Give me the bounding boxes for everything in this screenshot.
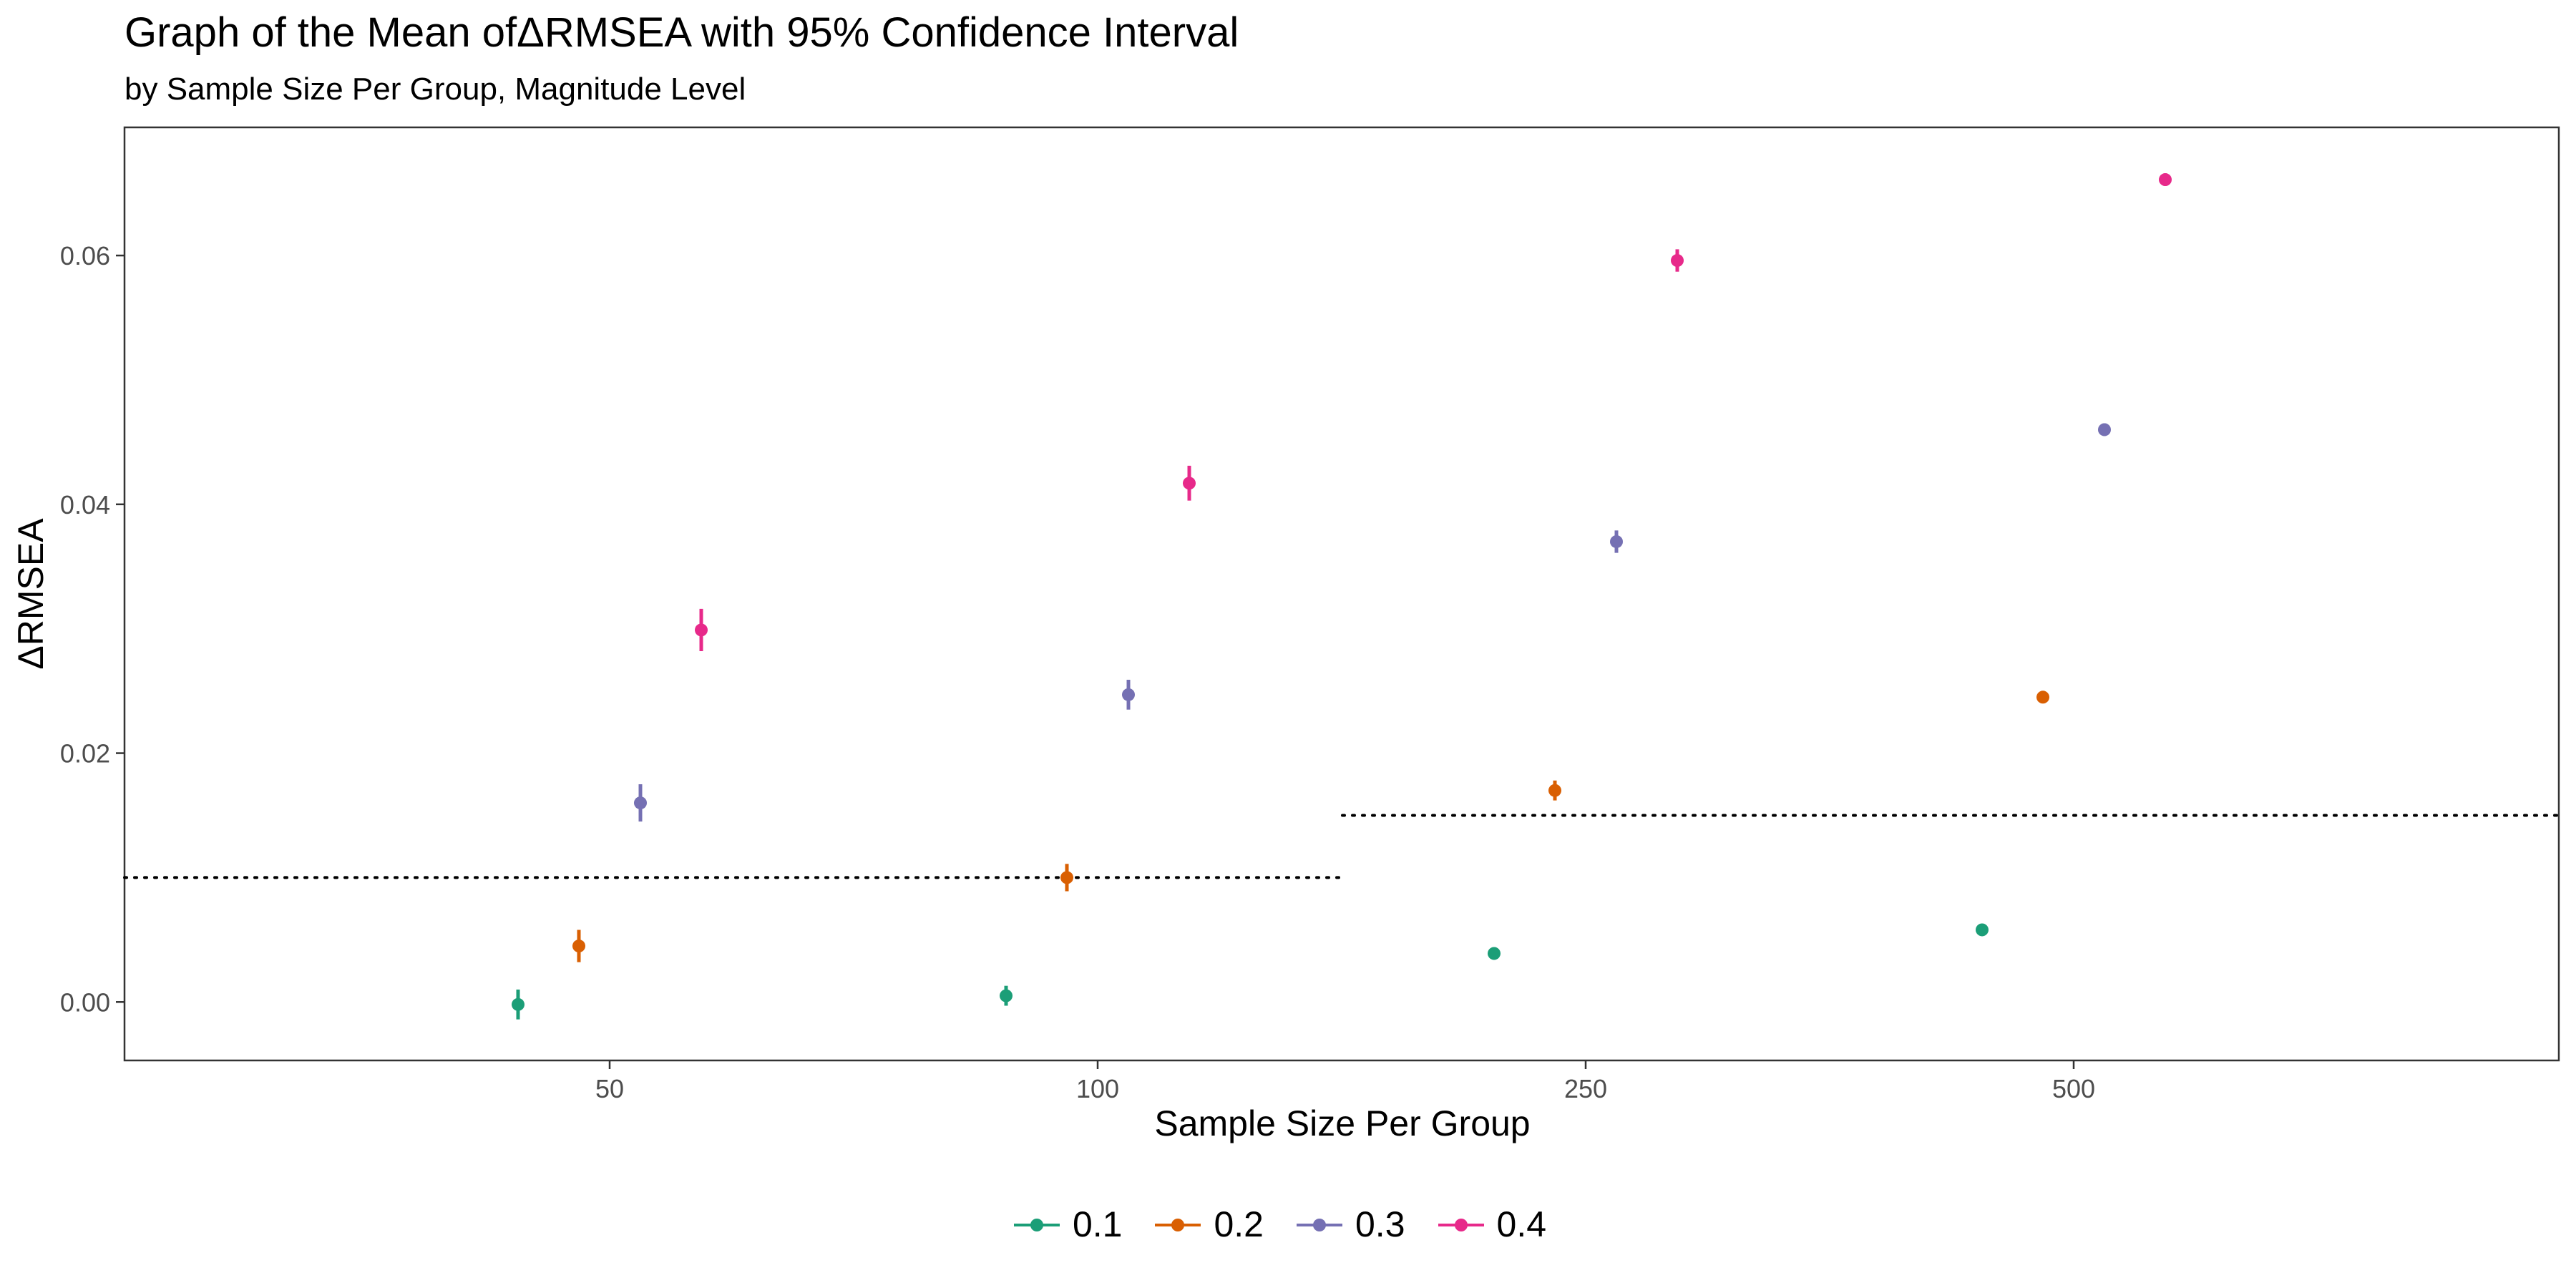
y-tick-label: 0.06 — [60, 241, 110, 270]
data-point — [1488, 947, 1501, 960]
legend-key — [1435, 1210, 1487, 1239]
chart-subtitle: by Sample Size Per Group, Magnitude Leve… — [125, 72, 746, 107]
y-tick-label: 0.04 — [60, 490, 110, 519]
data-point — [1060, 871, 1073, 884]
x-tick-label: 50 — [595, 1074, 624, 1103]
plot-panel — [123, 126, 2560, 1062]
x-tick-label: 100 — [1076, 1074, 1119, 1103]
data-point — [512, 997, 525, 1011]
legend-key — [1152, 1210, 1204, 1239]
data-point — [1976, 923, 1989, 937]
y-axis-title: ΔRMSEA — [11, 518, 51, 670]
data-point — [2159, 173, 2172, 187]
legend-label: 0.4 — [1496, 1204, 1547, 1244]
x-tick-label: 500 — [2052, 1074, 2095, 1103]
data-series — [512, 173, 2172, 1020]
data-point — [1671, 254, 1684, 268]
series-0-1 — [512, 923, 1989, 1020]
data-point — [2098, 423, 2111, 436]
legend-item: 0.3 — [1294, 1204, 1424, 1245]
data-point — [634, 796, 647, 810]
data-point — [1183, 477, 1196, 490]
series-0-4 — [695, 173, 2172, 651]
x-axis-title: Sample Size Per Group — [1154, 1103, 1530, 1143]
legend-label: 0.2 — [1214, 1204, 1264, 1244]
y-tick-label: 0.02 — [60, 739, 110, 769]
legend-item: 0.2 — [1152, 1204, 1282, 1245]
chart-title: Graph of the Mean ofΔRMSEA with 95% Conf… — [125, 9, 1239, 56]
plot-border — [123, 126, 2560, 1062]
data-point — [695, 623, 708, 637]
legend-label: 0.3 — [1355, 1204, 1405, 1244]
y-tick-label: 0.00 — [60, 987, 110, 1017]
axes: 0.00 0.02 0.04 0.06 50 100 250 500 — [60, 241, 2095, 1103]
legend-item: 0.4 — [1435, 1204, 1566, 1245]
data-point — [1548, 784, 1561, 797]
data-point — [1122, 688, 1135, 701]
legend: 0.1 0.2 0.3 0.4 — [0, 1199, 2576, 1249]
series-0-2 — [572, 691, 2049, 962]
data-point — [572, 940, 585, 953]
series-0-3 — [634, 423, 2111, 822]
reference-lines — [123, 814, 2560, 879]
legend-key — [1011, 1210, 1063, 1239]
data-point — [1000, 989, 1013, 1002]
legend-item: 0.1 — [1011, 1204, 1141, 1245]
scatter-plot: 0.00 0.02 0.04 0.06 50 100 250 500 Sample Size … — [11, 126, 2560, 1143]
data-point — [2036, 691, 2049, 704]
legend-label: 0.1 — [1072, 1204, 1123, 1244]
data-point — [1610, 535, 1623, 548]
x-tick-label: 250 — [1564, 1074, 1607, 1103]
legend-key — [1294, 1210, 1345, 1239]
